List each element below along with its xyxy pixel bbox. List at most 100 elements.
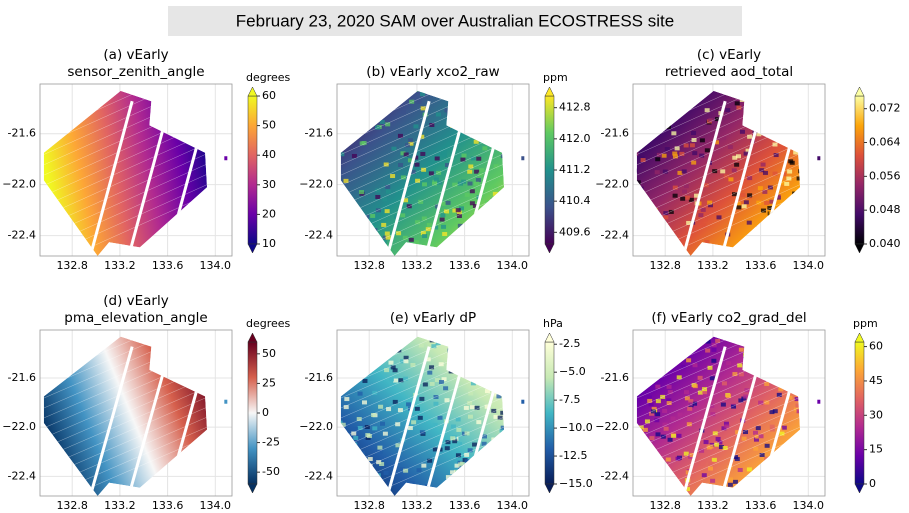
swath-cell [490, 225, 496, 230]
swath-cell [704, 240, 710, 245]
swath-cell [498, 131, 504, 136]
swath-cell [765, 242, 771, 247]
swath-cell [392, 368, 398, 373]
swath-cell [455, 208, 461, 213]
swath-cell [343, 178, 349, 183]
swath-cell [777, 102, 783, 107]
swath-cell [362, 118, 368, 123]
swath-cell [666, 384, 672, 389]
swath-cell [822, 223, 827, 227]
swath-cell [752, 340, 758, 345]
x-tick-label: 133.2 [401, 499, 433, 512]
swath-cell [396, 348, 402, 353]
swath-cell [741, 331, 746, 335]
swath-cell [481, 218, 487, 223]
swath-cell [347, 216, 353, 221]
swath-cell [668, 250, 674, 255]
swath-cell [687, 86, 692, 90]
swath-cell [395, 443, 401, 448]
swath-cell [702, 217, 708, 222]
title-box [168, 6, 742, 36]
swath-cell [518, 491, 523, 495]
colorbar-tick-label: -25 [262, 436, 280, 449]
swath-cell [360, 118, 366, 123]
scan-line [43, 90, 208, 157]
swath-cell [683, 390, 689, 395]
swath-cell [640, 158, 646, 163]
y-tick-label: -21.6 [305, 371, 333, 384]
colorbar-tick-label: 410.4 [559, 194, 591, 207]
colorbar-tick-label: 15 [869, 443, 883, 456]
swath-cell [454, 463, 460, 468]
swath-cell [686, 422, 692, 427]
swath-cell [413, 489, 419, 494]
colorbar-tick-label: -50 [262, 465, 280, 478]
swath-cell [737, 467, 743, 472]
swath-cell [697, 375, 703, 380]
swath-cell [796, 409, 801, 414]
swath-cell [760, 95, 766, 100]
swath-cell [801, 107, 806, 111]
swath-cell [642, 210, 648, 215]
swath-cell [721, 135, 727, 140]
swath-cell [819, 491, 824, 495]
swath-cell [400, 175, 406, 180]
swath-cell [699, 138, 705, 143]
swath-cell [441, 224, 447, 229]
swath-cell [462, 126, 468, 131]
swath-cell [643, 449, 649, 454]
swath-dot [521, 399, 525, 404]
swath-cell [345, 373, 351, 378]
swath-cell [513, 346, 518, 350]
swath-cell [812, 488, 817, 492]
swath-fill [340, 90, 505, 256]
swath-cell [783, 118, 789, 123]
swath-cell [649, 411, 655, 416]
swath-cell [396, 253, 402, 256]
swath-cell [413, 124, 419, 129]
swath-cell [644, 345, 650, 350]
swath-cell [473, 181, 479, 186]
swath-cell [344, 469, 350, 474]
swath-cell [502, 114, 505, 119]
scan-line [340, 142, 505, 229]
swath-cell [730, 404, 736, 409]
swath-cell [345, 216, 351, 221]
swath-cell [414, 406, 420, 411]
swath-cell [397, 85, 402, 89]
swath-cell [723, 421, 729, 426]
swath-cell [509, 115, 514, 119]
swath-cell [663, 331, 668, 335]
swath-cell [641, 432, 647, 437]
swath-cell [348, 131, 354, 136]
swath-cell [443, 386, 449, 391]
swath-cell [710, 478, 716, 483]
swath-cell [450, 107, 456, 112]
swath-cell [744, 363, 750, 368]
swath-cell [462, 358, 468, 363]
y-tick-label: -22.4 [601, 469, 629, 482]
swath [340, 84, 514, 256]
swath-cell [646, 395, 652, 400]
swath-cell [469, 405, 475, 410]
swath-cell [429, 365, 435, 370]
swath-cell [352, 426, 358, 431]
swath-cell [426, 84, 431, 88]
swath-cell [795, 403, 801, 408]
swath-cell [429, 123, 435, 128]
colorbar-tick-label: 0.048 [869, 203, 901, 216]
swath-cell [708, 118, 714, 123]
colorbar-tick-label: 50 [262, 347, 276, 360]
swath-cell [786, 216, 792, 221]
x-tick-label: 133.2 [697, 259, 729, 272]
swath-cell [699, 448, 705, 453]
swath-cell [476, 156, 482, 161]
swath-cell [420, 231, 426, 236]
swath-cell [496, 91, 502, 96]
swath-cell [468, 391, 474, 396]
swath-cell [402, 235, 408, 240]
swath-cell [414, 240, 420, 245]
swath-cell [760, 162, 766, 167]
swath-cell [746, 467, 752, 472]
colorbar-tick-label: 412.0 [559, 132, 591, 145]
